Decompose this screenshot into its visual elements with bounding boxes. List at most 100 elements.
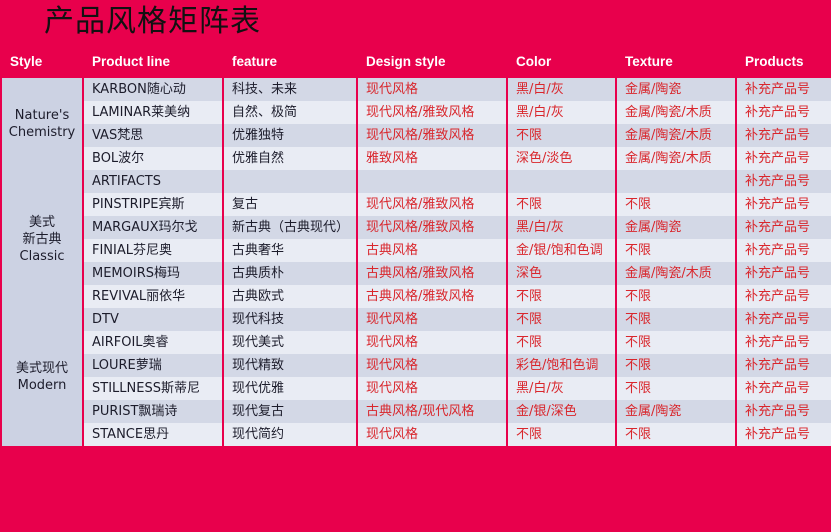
cell-color: 黑/白/灰: [508, 101, 615, 124]
cell-texture: 金属/陶瓷/木质: [617, 262, 735, 285]
cell-color: [508, 170, 615, 193]
table-row[interactable]: REVIVAL丽依华 古典欧式 古典风格/雅致风格 不限 不限 补充产品号: [2, 285, 831, 308]
table-row[interactable]: LAMINAR莱美纳 自然、极简 现代风格/雅致风格 黑/白/灰 金属/陶瓷/木质 补充产…: [2, 101, 831, 124]
cell-color: 彩色/饱和色调: [508, 354, 615, 377]
cell-texture: 金属/陶瓷/木质: [617, 124, 735, 147]
cell-color: 不限: [508, 308, 615, 331]
cell-feature: 新古典（古典现代）: [224, 216, 356, 239]
header-row: Style Product line feature Design style Colo…: [2, 44, 831, 78]
cell-design: 古典风格: [358, 239, 506, 262]
cell-design: 现代风格: [358, 78, 506, 101]
cell-line: STILLNESS斯蒂尼: [84, 377, 222, 400]
cell-feature: 古典质朴: [224, 262, 356, 285]
title-band: 产品风格矩阵表: [0, 0, 831, 44]
cell-color: 金/银/深色: [508, 400, 615, 423]
cell-color: 深色: [508, 262, 615, 285]
cell-design: 现代风格/雅致风格: [358, 216, 506, 239]
cell-products: 补充产品号: [737, 78, 831, 101]
cell-color: 黑/白/灰: [508, 216, 615, 239]
column-header-products[interactable]: Products: [737, 44, 831, 78]
column-header-design[interactable]: Design style: [358, 44, 506, 78]
table-row[interactable]: PURIST飘瑞诗 现代复古 古典风格/现代风格 金/银/深色 金属/陶瓷 补充产品号: [2, 400, 831, 423]
cell-design: 现代风格/雅致风格: [358, 101, 506, 124]
cell-design: 现代风格: [358, 354, 506, 377]
cell-design: [358, 170, 506, 193]
column-header-line[interactable]: Product line: [84, 44, 222, 78]
cell-products: 补充产品号: [737, 101, 831, 124]
cell-color: 不限: [508, 423, 615, 446]
table-row[interactable]: MARGAUX玛尔戈 新古典（古典现代） 现代风格/雅致风格 黑/白/灰 金属/陶瓷 补充…: [2, 216, 831, 239]
cell-design: 古典风格/现代风格: [358, 400, 506, 423]
cell-design: 现代风格: [358, 423, 506, 446]
table-row[interactable]: PINSTRIPE宾斯 复古 现代风格/雅致风格 不限 不限 补充产品号: [2, 193, 831, 216]
cell-texture: 不限: [617, 285, 735, 308]
cell-products: 补充产品号: [737, 423, 831, 446]
column-header-color[interactable]: Color: [508, 44, 615, 78]
cell-design: 现代风格: [358, 377, 506, 400]
column-header-feature[interactable]: feature: [224, 44, 356, 78]
column-header-texture[interactable]: Texture: [617, 44, 735, 78]
style-group-label-line: Nature's: [14, 108, 70, 123]
style-group-cell: 美式 新古典 Classic: [2, 170, 82, 308]
style-group-label-line: 新古典: [22, 231, 62, 247]
table-row[interactable]: 美式 新古典 Classic ARTIFACTS 补充产品号: [2, 170, 831, 308]
cell-feature: 现代精致: [224, 354, 356, 377]
style-group-label-line: Chemistry: [8, 125, 76, 140]
table-row[interactable]: Nature's Chemistry KARBON随心动 科技、未来 现代风格 黑/白/灰…: [2, 78, 831, 170]
table-row[interactable]: VAS梵思 优雅独特 现代风格/雅致风格 不限 金属/陶瓷/木质 补充产品号: [2, 124, 831, 147]
table-row[interactable]: STANCE思丹 现代简约 现代风格 不限 不限 补充产品号: [2, 423, 831, 446]
cell-feature: 现代复古: [224, 400, 356, 423]
cell-texture: 金属/陶瓷: [617, 400, 735, 423]
cell-feature: [224, 170, 356, 193]
cell-products: 补充产品号: [737, 124, 831, 147]
cell-line: PINSTRIPE宾斯: [84, 193, 222, 216]
cell-line: KARBON随心动: [84, 78, 222, 101]
cell-feature: 自然、极简: [224, 101, 356, 124]
cell-products: 补充产品号: [737, 377, 831, 400]
cell-feature: 古典奢华: [224, 239, 356, 262]
cell-design: 古典风格/雅致风格: [358, 285, 506, 308]
style-group-label-line: 美式现代: [15, 361, 68, 376]
cell-texture: 不限: [617, 377, 735, 400]
cell-products: 补充产品号: [737, 147, 831, 170]
cell-texture: 金属/陶瓷: [617, 216, 735, 239]
column-header-style[interactable]: Style: [2, 44, 82, 78]
table-row[interactable]: LOURE萝瑞 现代精致 现代风格 彩色/饱和色调 不限 补充产品号: [2, 354, 831, 377]
style-group-label-line: 美式: [28, 214, 55, 230]
cell-color: 金/银/饱和色调: [508, 239, 615, 262]
table-row[interactable]: STILLNESS斯蒂尼 现代优雅 现代风格 黑/白/灰 不限 补充产品号: [2, 377, 831, 400]
cell-texture: 不限: [617, 354, 735, 377]
cell-texture: 金属/陶瓷/木质: [617, 101, 735, 124]
cell-color: 黑/白/灰: [508, 377, 615, 400]
table-row[interactable]: 美式现代 Modern DTV 现代科技 现代风格 不限 不限 补充产品号: [2, 308, 831, 446]
table-row[interactable]: FINIAL芬尼奥 古典奢华 古典风格 金/银/饱和色调 不限 补充产品号: [2, 239, 831, 262]
cell-products: 补充产品号: [737, 400, 831, 423]
cell-products: 补充产品号: [737, 216, 831, 239]
cell-feature: 优雅自然: [224, 147, 356, 170]
cell-texture: 不限: [617, 331, 735, 354]
cell-line: STANCE思丹: [84, 423, 222, 446]
cell-color: 不限: [508, 331, 615, 354]
cell-feature: 现代简约: [224, 423, 356, 446]
style-group-label-line: Classic: [19, 248, 65, 264]
cell-texture: 不限: [617, 193, 735, 216]
cell-line: LOURE萝瑞: [84, 354, 222, 377]
table-row[interactable]: AIRFOIL奥睿 现代美式 现代风格 不限 不限 补充产品号: [2, 331, 831, 354]
cell-texture: 金属/陶瓷/木质: [617, 147, 735, 170]
cell-texture: 金属/陶瓷: [617, 78, 735, 101]
table-row[interactable]: BOL波尔 优雅自然 雅致风格 深色/淡色 金属/陶瓷/木质 补充产品号: [2, 147, 831, 170]
cell-feature: 现代美式: [224, 331, 356, 354]
cell-products: 补充产品号: [737, 285, 831, 308]
cell-feature: 古典欧式: [224, 285, 356, 308]
table-row[interactable]: MEMOIRS梅玛 古典质朴 古典风格/雅致风格 深色 金属/陶瓷/木质 补充产品号: [2, 262, 831, 285]
cell-line: MEMOIRS梅玛: [84, 262, 222, 285]
table-body: Nature's Chemistry KARBON随心动 科技、未来 现代风格 黑/白/灰…: [2, 78, 831, 446]
cell-products: 补充产品号: [737, 193, 831, 216]
cell-color: 不限: [508, 193, 615, 216]
cell-texture: [617, 170, 735, 193]
cell-feature: 现代优雅: [224, 377, 356, 400]
style-group-cell: 美式现代 Modern: [2, 308, 82, 446]
cell-products: 补充产品号: [737, 239, 831, 262]
style-group-cell: Nature's Chemistry: [2, 78, 82, 170]
